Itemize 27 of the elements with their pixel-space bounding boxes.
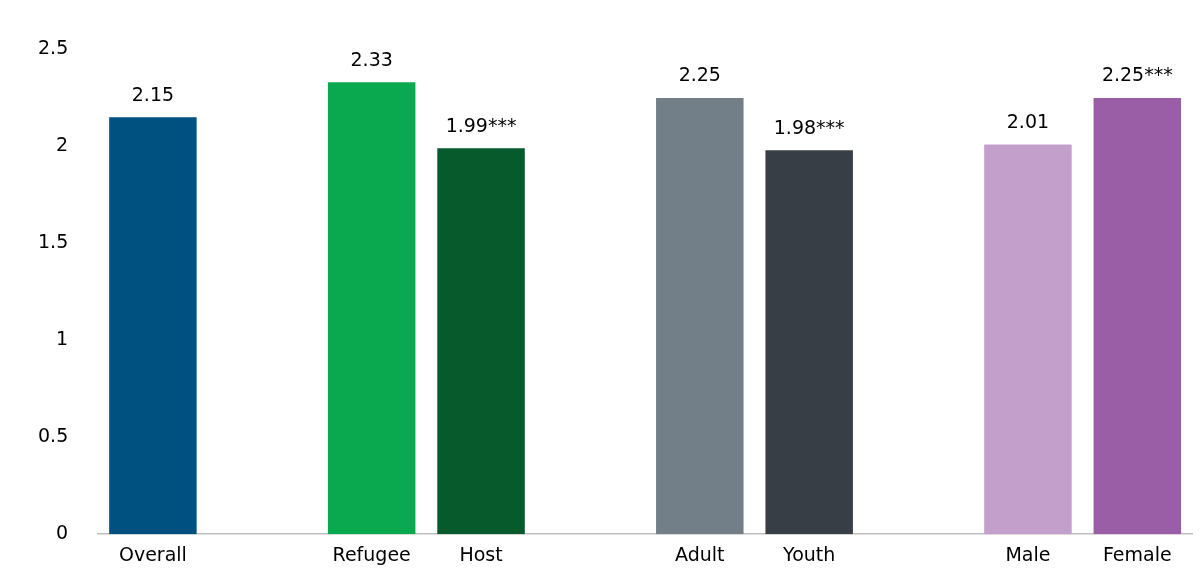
y-tick-label: 0.5: [38, 424, 69, 447]
bar: [656, 97, 744, 535]
data-label: 2.25***: [1101, 63, 1173, 86]
y-tick-label: 1: [56, 327, 69, 350]
x-tick-label: Adult: [675, 542, 725, 565]
bar: [109, 117, 197, 535]
data-label: 1.98***: [773, 115, 845, 138]
data-label: 2.25: [678, 63, 721, 86]
bar: [765, 150, 853, 535]
x-tick-label: Youth: [782, 542, 836, 565]
bar: [1093, 97, 1182, 535]
y-tick-label: 2.5: [38, 36, 69, 59]
data-label: 1.99***: [445, 113, 517, 136]
x-tick-label: Overall: [118, 542, 187, 565]
data-label: 2.15: [131, 82, 175, 105]
y-tick-label: 2: [56, 133, 69, 156]
y-tick-label: 0: [56, 521, 69, 544]
bar: [327, 82, 416, 535]
y-tick-label: 1.5: [38, 230, 69, 253]
x-tick-label: Female: [1102, 542, 1172, 565]
bar: [984, 144, 1072, 535]
x-tick-label: Refugee: [332, 542, 411, 565]
bar: [437, 148, 525, 535]
data-label: 2.33: [350, 47, 393, 70]
data-label: 2.01: [1006, 109, 1050, 132]
x-tick-label: Male: [1005, 542, 1051, 565]
x-tick-label: Host: [459, 542, 503, 565]
